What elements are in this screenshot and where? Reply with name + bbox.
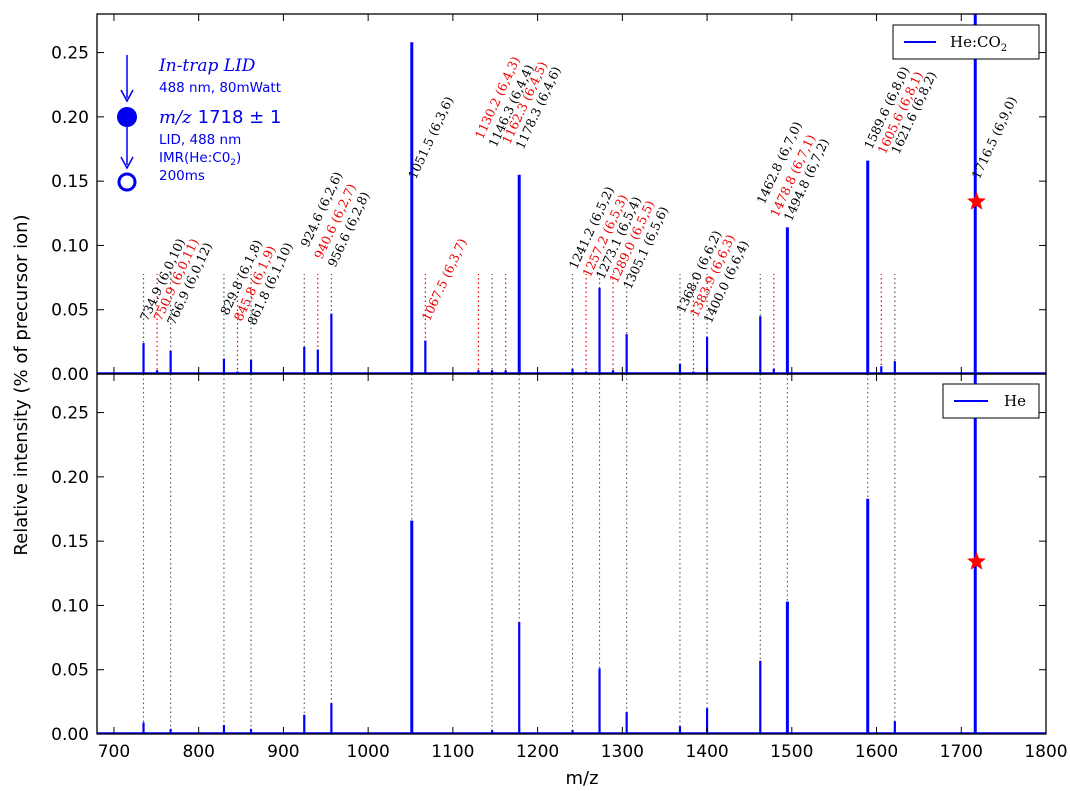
inset-line4: LID, 488 nm (159, 132, 241, 148)
xtick-label-7: 1400 (685, 742, 728, 762)
xtick-label-0: 700 (98, 742, 130, 762)
precursor-filled-circle (117, 107, 137, 127)
x-axis-label: m/z (565, 768, 598, 789)
inset-arrowhead-2 (120, 156, 134, 170)
inset-line6: 200ms (159, 168, 205, 184)
peak-label-10: 1067.5 (6,3,7) (418, 236, 469, 323)
inset-line2: 488 nm, 80mWatt (159, 80, 281, 96)
axes-layer: 0.00 0.05 0.10 0.15 0.20 0.25 0.00 0.05 0.10 0.15… (51, 13, 1068, 762)
inset-schematic: In-trap LID 488 nm, 80mWatt m/z 1718 ± 1 … (117, 55, 281, 192)
inset-line5-text: IMR(He:C0 (159, 150, 230, 166)
ytick-label-1-2: 0.10 (51, 596, 89, 616)
xtick-label-6: 1300 (601, 742, 644, 762)
ytick-label-1-1: 0.05 (51, 661, 89, 681)
xtick-label-4: 1100 (431, 742, 474, 762)
legend-top-text: He:CO (950, 33, 1001, 51)
ytick-label-1-5: 0.25 (51, 404, 89, 424)
xtick-label-1: 800 (182, 742, 214, 762)
legend-top-sub: 2 (1001, 43, 1007, 54)
xtick-label-10: 1700 (940, 742, 983, 762)
precursor-star-top (967, 191, 986, 210)
axes-frame-1 (96, 373, 1047, 735)
bottom-panel (97, 374, 1046, 734)
ytick-label-0-0: 0.00 (51, 365, 89, 385)
inset-line1: In-trap LID (158, 56, 256, 76)
ytick-label-0-1: 0.05 (51, 301, 89, 321)
product-open-circle (117, 172, 137, 192)
xtick-label-9: 1600 (855, 742, 898, 762)
inset-line5: IMR(He:C02) (159, 150, 241, 168)
precursor-star-bottom (967, 551, 986, 570)
ytick-label-1-4: 0.20 (51, 468, 89, 488)
ytick-label-0-5: 0.25 (51, 44, 89, 64)
inset-mz-value: 1718 ± 1 (198, 107, 282, 128)
inset-mz-italic: m/z (159, 107, 192, 128)
xtick-label-5: 1200 (516, 742, 559, 762)
ytick-label-0-4: 0.20 (51, 108, 89, 128)
inset-line5-sub: 2 (230, 158, 236, 168)
legend-top: He:CO2 (892, 24, 1040, 60)
ytick-label-1-3: 0.15 (51, 532, 89, 552)
xtick-label-2: 900 (267, 742, 299, 762)
inset-line3: m/z 1718 ± 1 (159, 107, 281, 128)
legend-top-label: He:CO2 (950, 33, 1007, 54)
ytick-label-0-2: 0.10 (51, 236, 89, 256)
legend-bottom-label: He (1004, 392, 1026, 410)
ytick-label-1-0: 0.00 (51, 725, 89, 745)
xtick-label-8: 1500 (770, 742, 813, 762)
inset-arrowhead-1 (120, 89, 134, 103)
legend-bottom: He (942, 383, 1040, 419)
y-axis-label: Relative intensity (% of precursor ion) (11, 214, 32, 555)
inset-line5-end: ) (236, 150, 241, 166)
xtick-label-3: 1000 (347, 742, 390, 762)
xtick-label-11: 1800 (1024, 742, 1067, 762)
ytick-label-0-3: 0.15 (51, 172, 89, 192)
